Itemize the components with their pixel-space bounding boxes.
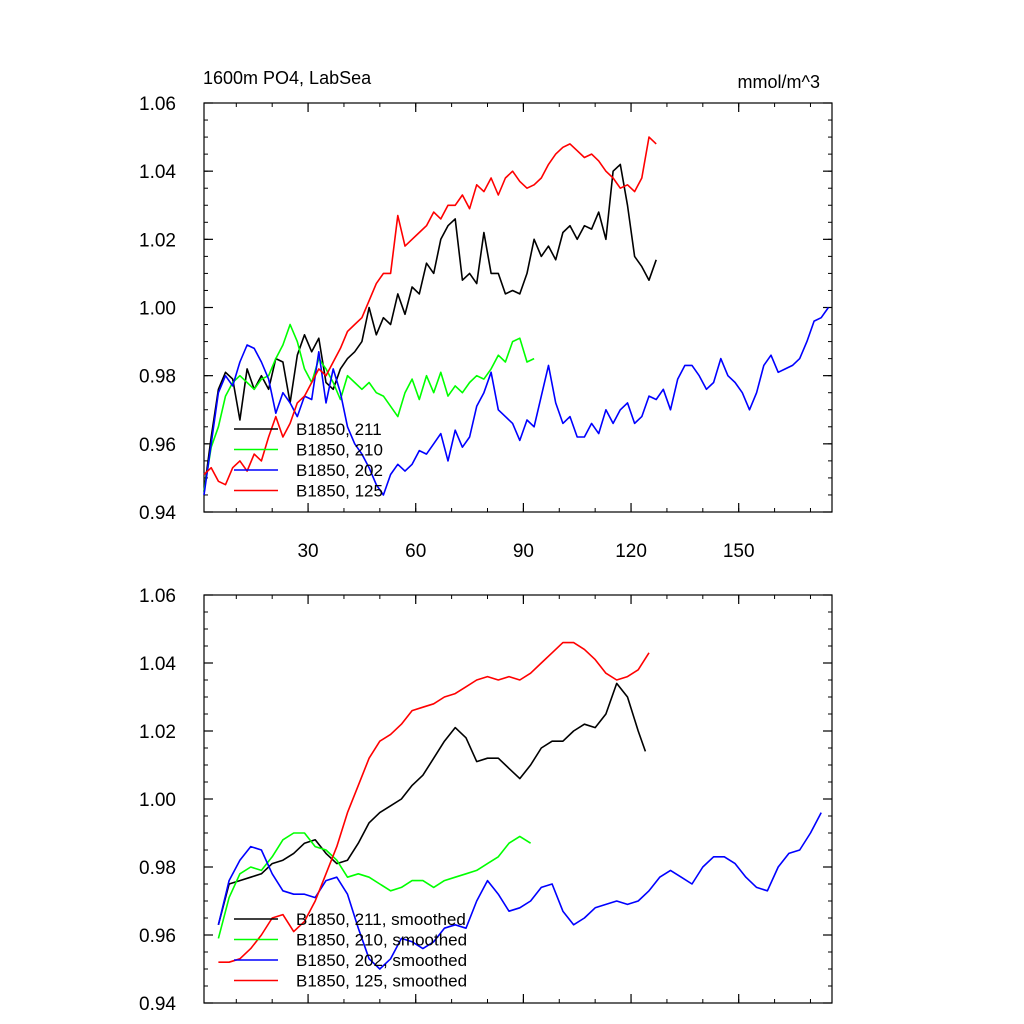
series-line [203,136,657,486]
lower-panel: 0.94 0.96 0.98 1.00 1.02 1.04 1.06 B1850, 211, … [139,586,833,1015]
legend-label: B1850, 210, smoothed [296,931,467,950]
x-tick-label: 150 [723,541,755,562]
y-tick-label: 1.06 [139,94,176,115]
series-line [217,832,532,939]
series-line [217,682,647,926]
y-tick-label: 0.94 [139,503,176,524]
y-tick-label: 1.02 [139,722,176,743]
y-tick-label: 0.98 [139,367,176,388]
y-tick-label: 1.02 [139,230,176,251]
y-tick-label: 0.94 [139,994,176,1015]
series-line [203,307,830,496]
upper-panel: 1600m PO4, LabSea mmol/m^3 0.94 0.96 0.98 1… [139,68,833,562]
y-tick-label: 1.06 [139,586,176,607]
series-line [203,163,657,492]
series-line [218,641,650,964]
y-tick-label: 1.04 [139,162,176,183]
x-tick-label: 60 [405,541,426,562]
y-tick-label: 1.00 [139,790,176,811]
legend-label: B1850, 210 [296,441,383,460]
y-tick-label: 0.96 [139,435,176,456]
panel-title-units: mmol/m^3 [738,72,820,92]
y-tick-label: 1.04 [139,654,176,675]
y-tick-label: 0.96 [139,926,176,947]
legend-label: B1850, 211 [296,420,382,439]
x-tick-label: 90 [513,541,534,562]
legend-label: B1850, 125 [296,482,383,501]
x-tick-label: 30 [297,541,318,562]
panel-title-left: 1600m PO4, LabSea [203,68,372,88]
x-tick-label: 120 [615,541,647,562]
legend-label: B1850, 125, smoothed [296,972,467,991]
series-line [203,323,535,492]
legend-label: B1850, 202, smoothed [296,951,467,970]
y-tick-label: 0.98 [139,858,176,879]
legend-label: B1850, 202 [296,461,383,480]
legend-label: B1850, 211, smoothed [296,910,466,929]
y-tick-label: 1.00 [139,299,176,320]
